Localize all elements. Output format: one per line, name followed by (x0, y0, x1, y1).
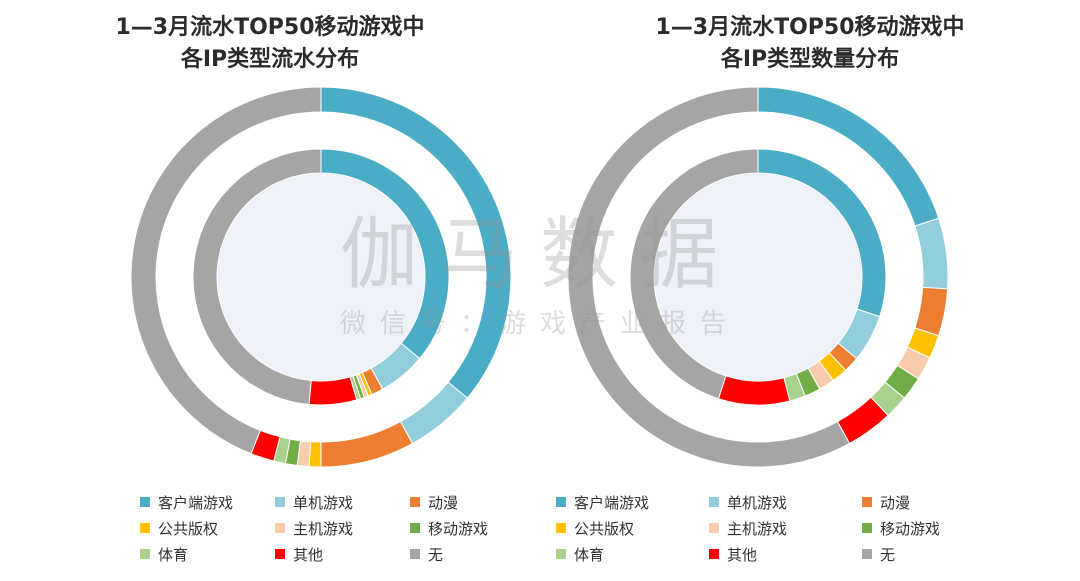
legend-label: 主机游戏 (293, 519, 354, 538)
legend-item: 动漫 (862, 492, 982, 512)
legend-swatch (140, 497, 150, 507)
legend-swatch (275, 497, 285, 507)
outer-ring-slice-2 (320, 420, 414, 468)
legend-swatch (556, 497, 566, 507)
legend-item: 动漫 (410, 492, 540, 512)
donut-chart-revenue (130, 86, 512, 468)
outer-ring-slice-1 (914, 217, 949, 290)
legend-item: 移动游戏 (410, 518, 540, 538)
legend-label: 移动游戏 (428, 519, 489, 538)
chart-title-line-1: 1—3月流水TOP50移动游戏中 (655, 15, 965, 40)
legend-label: 其他 (727, 545, 758, 564)
legend-item: 单机游戏 (709, 492, 862, 512)
legend-swatch (410, 523, 420, 533)
legend-item: 体育 (556, 544, 709, 564)
legend-label: 客户端游戏 (158, 493, 234, 512)
inner-ring-slice-7 (308, 376, 358, 406)
chart-title-line-2: 各IP类型流水分布 (180, 47, 360, 72)
inner-ring-slice-8 (192, 148, 322, 405)
chart-panel-ip-count: 1—3月流水TOP50移动游戏中 各IP类型数量分布 客户端游戏 单机游戏 动漫公共… (540, 0, 1080, 581)
legend-label: 单机游戏 (727, 493, 788, 512)
outer-ring-slice-2 (914, 286, 949, 337)
legend-item: 其他 (709, 544, 862, 564)
legend-label: 公共版权 (574, 519, 635, 538)
chart-panel-ip-revenue: 1—3月流水TOP50移动游戏中 各IP类型流水分布 客户端游戏 单机游戏 动漫公共… (0, 12, 540, 564)
legend-item: 主机游戏 (275, 518, 410, 538)
legend-label: 客户端游戏 (574, 493, 650, 512)
legend-swatch (862, 549, 872, 559)
donut-center (217, 173, 425, 381)
legend-label: 其他 (293, 545, 324, 564)
legend-item: 无 (862, 544, 982, 564)
legend-label: 无 (428, 545, 444, 564)
legend-item: 其他 (275, 544, 410, 564)
legend-swatch (410, 497, 420, 507)
legend-swatch (556, 549, 566, 559)
legend-swatch (556, 523, 566, 533)
outer-ring-slice-8 (130, 86, 322, 455)
legend-swatch (862, 523, 872, 533)
chart-title-line-1: 1—3月流水TOP50移动游戏中 (115, 15, 425, 40)
legend-swatch (709, 549, 719, 559)
legend-item: 客户端游戏 (556, 492, 709, 512)
legend-item: 体育 (140, 544, 275, 564)
legend-label: 体育 (574, 545, 605, 564)
donut-center (654, 173, 862, 381)
legend-label: 体育 (158, 545, 189, 564)
legend-swatch (709, 497, 719, 507)
chart-legend: 客户端游戏 单机游戏 动漫公共版权 主机游戏 移动游戏体育 其他 无 (140, 492, 540, 564)
legend-label: 动漫 (428, 493, 459, 512)
legend-item: 主机游戏 (709, 518, 862, 538)
legend-swatch (709, 523, 719, 533)
legend-item: 客户端游戏 (140, 492, 275, 512)
legend-swatch (275, 523, 285, 533)
legend-label: 主机游戏 (727, 519, 788, 538)
legend-swatch (140, 549, 150, 559)
legend-swatch (410, 549, 420, 559)
legend-label: 单机游戏 (293, 493, 354, 512)
legend-swatch (275, 549, 285, 559)
legend-item: 公共版权 (140, 518, 275, 538)
legend-label: 无 (880, 545, 896, 564)
inner-ring-slice-8 (629, 148, 759, 400)
legend-label: 公共版权 (158, 519, 219, 538)
legend-swatch (862, 497, 872, 507)
outer-ring-slice-1 (399, 381, 469, 445)
legend-label: 移动游戏 (880, 519, 941, 538)
outer-ring-slice-8 (567, 86, 851, 468)
legend-item: 移动游戏 (862, 518, 982, 538)
chart-title-line-2: 各IP类型数量分布 (720, 47, 900, 72)
legend-swatch (140, 523, 150, 533)
chart-title: 1—3月流水TOP50移动游戏中 各IP类型流水分布 (0, 12, 540, 76)
donut-chart-count (567, 86, 949, 468)
chart-legend: 客户端游戏 单机游戏 动漫公共版权 主机游戏 移动游戏体育 其他 无 (556, 492, 956, 564)
chart-title: 1—3月流水TOP50移动游戏中 各IP类型数量分布 (540, 12, 1080, 76)
legend-item: 无 (410, 544, 540, 564)
legend-item: 公共版权 (556, 518, 709, 538)
legend-item: 单机游戏 (275, 492, 410, 512)
legend-label: 动漫 (880, 493, 911, 512)
